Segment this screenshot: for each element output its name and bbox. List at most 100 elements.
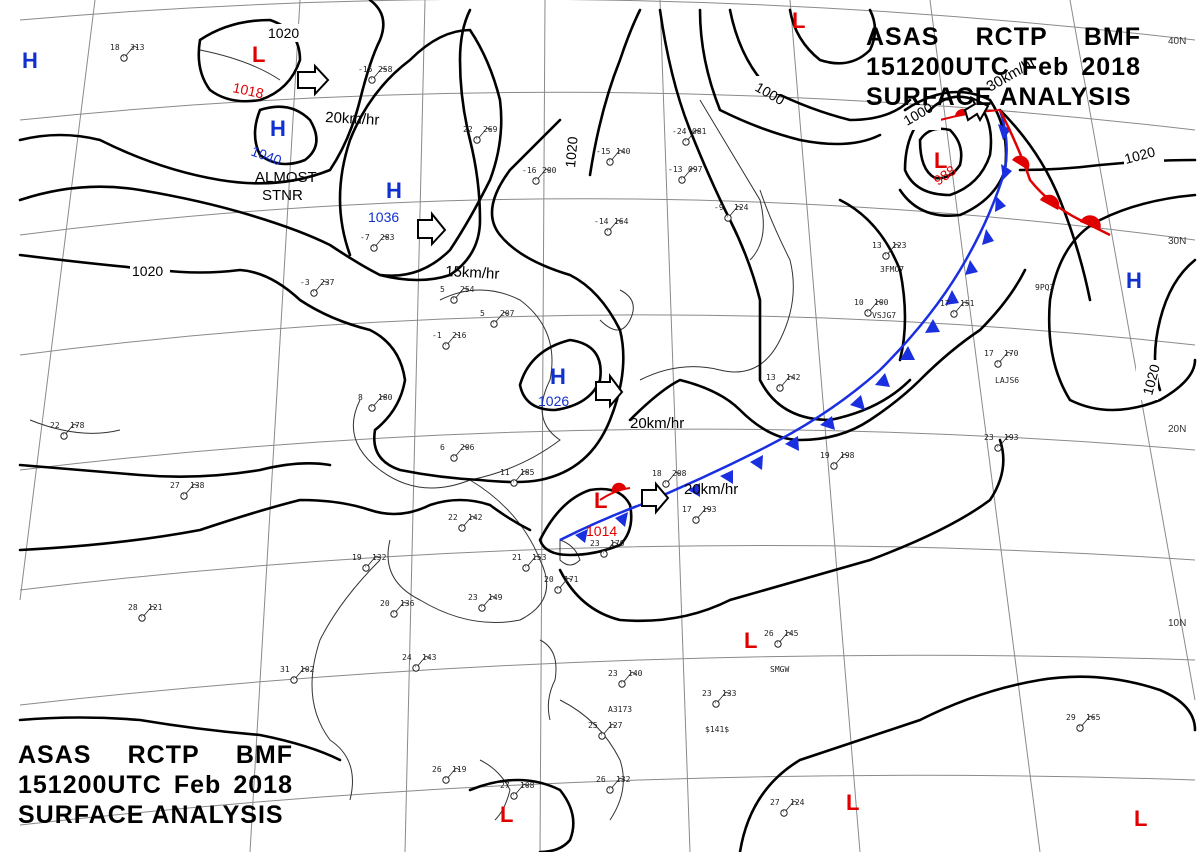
station-plot: 27 124 — [770, 798, 805, 817]
isobar — [538, 487, 633, 557]
station-temp: 13 — [766, 373, 776, 382]
center-value: 1018 — [231, 79, 265, 101]
station-pressure: 081 — [692, 127, 707, 136]
wind-barb — [535, 168, 551, 182]
station-temp: 18 — [110, 43, 120, 52]
title-line-2: 151200UTC Feb 2018 — [18, 770, 293, 800]
title-region: ASAS — [18, 741, 92, 769]
motion-arrow — [297, 63, 330, 97]
station-plot: 23 149 — [468, 593, 503, 612]
station-temp: -24 — [672, 127, 687, 136]
station-plot: 6 206 — [440, 443, 475, 462]
wind-barb — [183, 483, 199, 497]
station-plot: 10 100 — [854, 298, 889, 317]
station-temp: -16 — [522, 166, 537, 175]
center-value: 1026 — [538, 393, 569, 409]
station-pressure: 185 — [520, 468, 535, 477]
station-pressure: 132 — [372, 553, 387, 562]
station-plot: 25 127 — [588, 721, 623, 740]
wind-barb — [997, 435, 1013, 449]
wind-barb — [415, 655, 431, 669]
station-plot: 22 269 — [463, 125, 498, 144]
wind-barb — [601, 723, 617, 737]
station-pressure: 254 — [460, 285, 475, 294]
motion-arrow — [595, 373, 624, 409]
isobar-label: 1020 — [1139, 362, 1163, 396]
isobar — [558, 438, 1005, 623]
title-month: Feb — [1021, 53, 1070, 81]
pressure-centers: H L 1018 H 1040 H 1036 H 1026 L 988 L H … — [22, 8, 1147, 831]
high-marker: H — [386, 178, 402, 203]
station-temp: 25 — [588, 721, 598, 730]
station-temp: -9 — [714, 203, 724, 212]
station-pressure: 151 — [960, 299, 975, 308]
high-marker: H — [270, 116, 286, 141]
high-marker: H — [550, 364, 566, 389]
isobar-label: 1020 — [268, 25, 299, 41]
station-plots: 18 313 -15 258 -7 283 -3 237 5 254 -1 216 5 207 8 180 6 2… — [50, 43, 1101, 817]
station-temp: 20 — [380, 599, 390, 608]
wind-barb — [557, 577, 573, 591]
station-pressure: 283 — [380, 233, 395, 242]
title-issuer: RCTP — [975, 23, 1048, 51]
isobar — [728, 8, 912, 122]
wind-barb — [476, 127, 492, 141]
station-plot: 27 138 — [170, 481, 205, 500]
low-marker: L — [846, 790, 859, 815]
station-pressure: 102 — [300, 665, 315, 674]
station-pressure: 180 — [378, 393, 393, 402]
wind-barb — [393, 601, 409, 615]
isobar — [1047, 193, 1197, 412]
station-plot: -15 140 — [596, 147, 631, 166]
station-temp: 26 — [596, 775, 606, 784]
title-year: 2018 — [1081, 53, 1141, 81]
low-marker: L — [252, 42, 265, 67]
high-marker: H — [22, 48, 38, 73]
station-pressure: 119 — [452, 765, 467, 774]
station-pressure: 193 — [1004, 433, 1019, 442]
station-temp: 26 — [764, 629, 774, 638]
station-temp: 5 — [440, 285, 445, 294]
wind-barb — [777, 631, 793, 645]
low-marker: L — [792, 8, 805, 33]
wind-barb — [513, 783, 529, 797]
wind-barb — [365, 555, 381, 569]
station-plot: 23 193 — [984, 433, 1019, 452]
station-temp: 23 — [702, 689, 712, 698]
station-pressure: 206 — [460, 443, 475, 452]
station-temp: -14 — [594, 217, 609, 226]
wind-barb — [453, 445, 469, 459]
station-pressure: 170 — [1004, 349, 1019, 358]
ship-id: $141$ — [705, 725, 729, 734]
isobar — [253, 105, 318, 166]
isobar — [588, 8, 642, 177]
station-pressure: 200 — [542, 166, 557, 175]
station-temp: 19 — [820, 451, 830, 460]
motion-arrow — [641, 481, 670, 515]
station-temp: 24 — [402, 653, 412, 662]
motion-label: 20km/hr — [684, 481, 738, 498]
station-pressure: 269 — [483, 125, 498, 134]
station-pressure: 138 — [190, 481, 205, 490]
lat-labels: 40N 30N 20N 10N — [1168, 36, 1186, 629]
station-temp: 11 — [500, 468, 510, 477]
station-temp: 10 — [854, 298, 864, 307]
station-temp: 22 — [50, 421, 60, 430]
station-plot: 17 151 — [940, 299, 975, 318]
wind-barb — [867, 300, 883, 314]
station-plot: 24 143 — [402, 653, 437, 672]
wind-barb — [997, 351, 1013, 365]
station-pressure: 216 — [452, 331, 467, 340]
isobar — [518, 338, 602, 412]
station-plot: 21 153 — [512, 553, 547, 572]
station-pressure: 164 — [614, 217, 629, 226]
title-time: 151200UTC — [18, 771, 162, 799]
wind-barb — [609, 149, 625, 163]
title-time: 151200UTC — [866, 53, 1010, 81]
wind-barb — [783, 800, 799, 814]
station-pressure: 145 — [784, 629, 799, 638]
station-temp: 17 — [682, 505, 692, 514]
station-plot: 29 165 — [1066, 713, 1101, 732]
motion-label: 15km/hr — [445, 263, 500, 283]
title-line-1: ASAS RCTP BMF — [866, 22, 1141, 52]
